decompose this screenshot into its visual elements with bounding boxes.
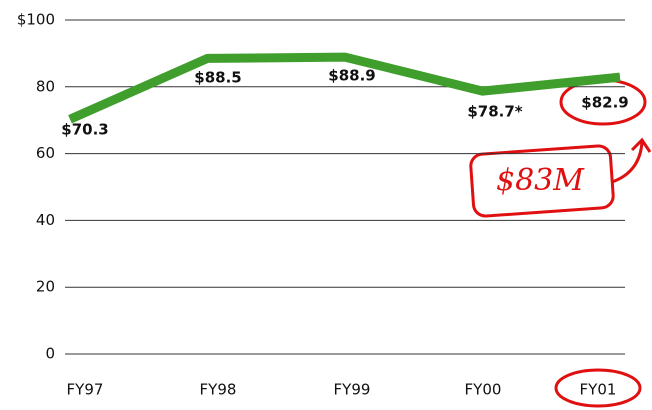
y-tick-label: 0 [45,345,55,363]
x-tick-label: FY00 [465,381,502,399]
x-tick-label: FY97 [67,381,104,399]
circle-highlight [554,368,642,408]
y-tick-label: 80 [36,77,55,95]
annotation-box [469,144,615,218]
data-label: $70.3 [61,121,108,139]
y-tick-label: 40 [36,211,55,229]
x-tick-label: FY99 [334,381,371,399]
y-tick-label: $100 [17,11,55,29]
y-tick-label: 60 [36,144,55,162]
line [68,52,621,124]
data-label: $88.5 [194,69,241,87]
x-tick-label: FY01 [580,381,617,399]
x-tick-label: FY98 [200,381,237,399]
annotation-arrow [611,137,652,184]
data-label: $78.7* [467,103,522,121]
data-label: $88.9 [328,67,375,85]
data-label: $82.9 [581,94,628,112]
annotation: $83M [496,163,585,198]
y-tick-label: 20 [36,278,55,296]
